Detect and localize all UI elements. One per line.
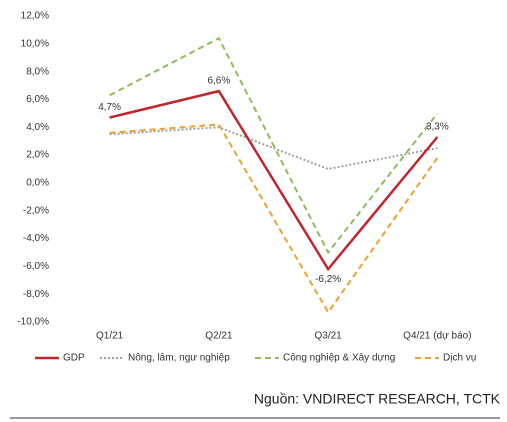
series-line <box>109 36 439 255</box>
source: Nguồn: VNDIRECT RESEARCH, TCTK <box>254 391 501 407</box>
y-tick-label: -2,0% <box>23 205 49 216</box>
data-label: 3,3% <box>426 122 449 133</box>
x-tick-label: Q3/21 <box>315 331 343 342</box>
y-tick-label: -8,0% <box>23 289 49 300</box>
legend-label: GDP <box>63 353 85 364</box>
data-label: 4,7% <box>98 102 121 113</box>
series-line <box>109 126 438 171</box>
data-label: 6,6% <box>207 76 230 87</box>
x-tick-label: Q2/21 <box>205 331 233 342</box>
legend-label: Dịch vụ <box>443 353 476 364</box>
y-tick-label: 8,0% <box>26 66 49 77</box>
legend-label: Nông, lâm, ngư nghiệp <box>128 353 230 364</box>
y-tick-label: 6,0% <box>26 94 49 105</box>
series-line <box>109 89 439 272</box>
y-tick-label: -4,0% <box>23 233 49 244</box>
x-tick-label: Q4/21 (dự báo) <box>403 331 471 342</box>
legend-label: Công nghiệp & Xây dựng <box>283 353 395 364</box>
series-line <box>109 123 439 315</box>
y-tick-label: 10,0% <box>21 38 49 49</box>
y-tick-label: -6,0% <box>23 261 49 272</box>
y-tick-label: -10,0% <box>17 317 49 328</box>
y-tick-label: 2,0% <box>26 150 49 161</box>
y-tick-label: 0,0% <box>26 178 49 189</box>
x-tick-label: Q1/21 <box>96 331 124 342</box>
y-tick-label: 4,0% <box>26 122 49 133</box>
y-tick-label: 12,0% <box>21 11 49 22</box>
data-label: -6,2% <box>315 274 341 285</box>
